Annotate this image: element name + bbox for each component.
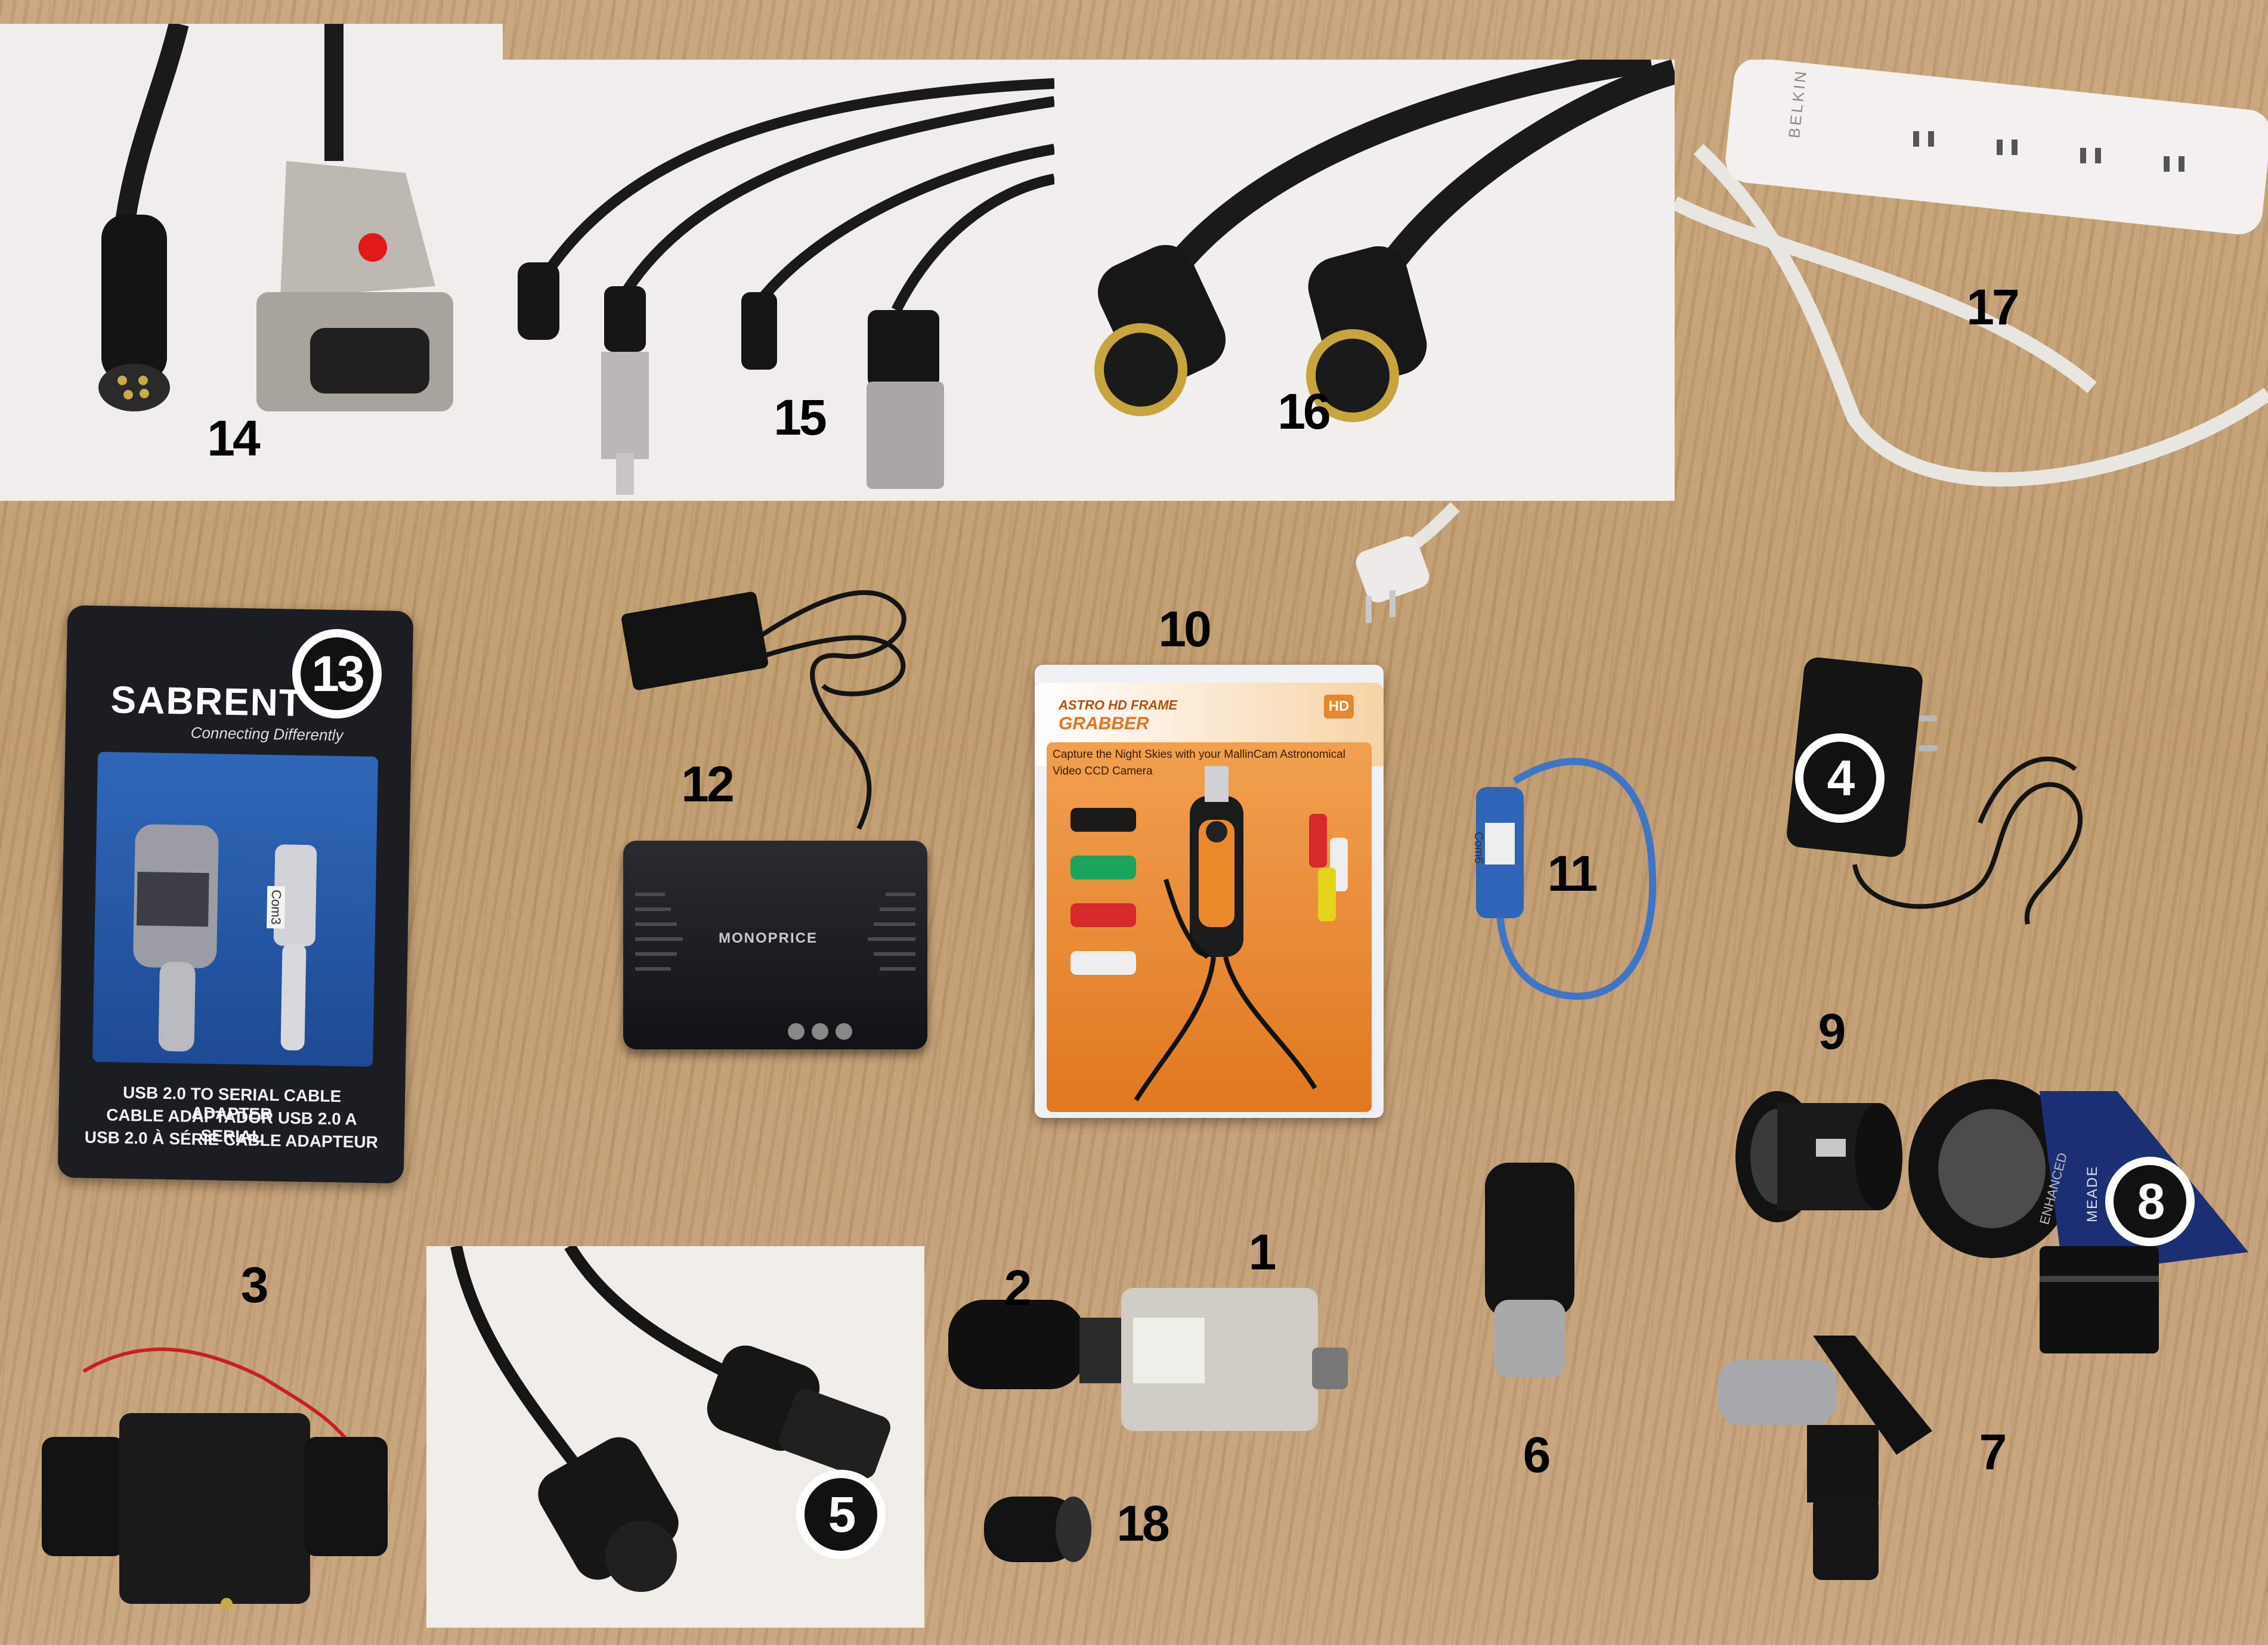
number-badge-12: 12 — [681, 755, 734, 812]
sabrent-brand-label: SABRENT — [110, 678, 304, 724]
meade-diagonal: MEADE ENHANCED — [1896, 1067, 2254, 1353]
video-camera-image — [948, 1288, 1348, 1431]
number-badge-11: 11 — [1547, 845, 1598, 902]
number-badge-2: 2 — [1004, 1259, 1032, 1316]
t-adapter-ring-image — [1735, 1091, 1902, 1222]
photo-inset-svideo-cables — [1054, 60, 1675, 501]
usb-extension-cable-image — [1476, 758, 1657, 1000]
monoprice-capture-box: MONOPRICE — [623, 841, 927, 1049]
video-breakout-cable-image — [518, 78, 1054, 495]
star-diagonal-image — [1718, 1336, 1932, 1580]
number-badge-10: 10 — [1158, 600, 1211, 657]
usb-com-sticker: Com6 — [1472, 832, 1485, 864]
number-badge-5: 5 — [796, 1470, 886, 1559]
svideo-cable-image — [1094, 60, 1675, 422]
sabrent-tagline: Connecting Differently — [190, 723, 344, 745]
frame-grabber-tagline-2: Video CCD Camera — [1053, 765, 1153, 777]
meade-brand-label: MEADE — [2084, 1165, 2100, 1222]
sabrent-com-sticker: Com3 — [267, 885, 286, 929]
number-badge-9: 9 — [1818, 1003, 1846, 1060]
meade-diagonal-image — [1908, 1079, 2248, 1353]
frame-grabber-hd-badge: HD — [1324, 695, 1354, 718]
number-badge-18: 18 — [1116, 1495, 1169, 1551]
frame-grabber-window: Capture the Night Skies with your Mallin… — [1047, 742, 1372, 1112]
number-badge-17: 17 — [1966, 278, 2019, 335]
number-badge-13: 13 — [292, 629, 382, 718]
frame-grabber-title-2: GRABBER — [1059, 714, 1149, 733]
frame-grabber-tagline: Capture the Night Skies with your Mallin… — [1053, 748, 1346, 761]
ac-adapter-image — [621, 590, 906, 830]
number-badge-16: 16 — [1277, 383, 1331, 439]
sabrent-window: Com3 — [92, 751, 379, 1067]
power-strip-image — [1671, 58, 2268, 487]
number-badge-14: 14 — [207, 410, 260, 466]
frame-grabber-package: ASTRO HD FRAME GRABBER HD Capture the Ni… — [1035, 665, 1384, 1118]
photo-inset-video-cables — [503, 60, 1054, 501]
power-extension-cable-image — [450, 1246, 891, 1592]
photo-inset-power-extension — [426, 1246, 924, 1628]
number-badge-8: 8 — [2105, 1157, 2195, 1246]
number-badge-15: 15 — [773, 389, 827, 445]
monoprice-brand-label: MONOPRICE — [719, 930, 818, 946]
sabrent-package: SABRENT Connecting Differently Com3 USB … — [57, 605, 414, 1184]
number-badge-1: 1 — [1248, 1223, 1277, 1280]
frame-grabber-device-image — [1070, 766, 1348, 1102]
frame-grabber-title-1: ASTRO HD FRAME — [1059, 698, 1178, 712]
number-badge-6: 6 — [1523, 1426, 1551, 1483]
number-badge-3: 3 — [240, 1256, 269, 1313]
cooling-fan-bracket-image — [42, 1347, 388, 1610]
photo-inset-connectors — [0, 24, 503, 501]
mini-din-and-db9-connector-image — [98, 24, 453, 411]
number-badge-4: 4 — [1795, 733, 1885, 823]
monoprice-vent-slots — [635, 893, 915, 1040]
number-badge-7: 7 — [1979, 1423, 2007, 1480]
power-strip: BELKIN — [1671, 58, 2268, 513]
t-ring-image — [984, 1497, 1091, 1562]
barlow-extension-image — [1485, 1163, 1574, 1377]
wall-plug-image — [1356, 502, 1460, 623]
usb-serial-adapter-image — [133, 824, 317, 1052]
